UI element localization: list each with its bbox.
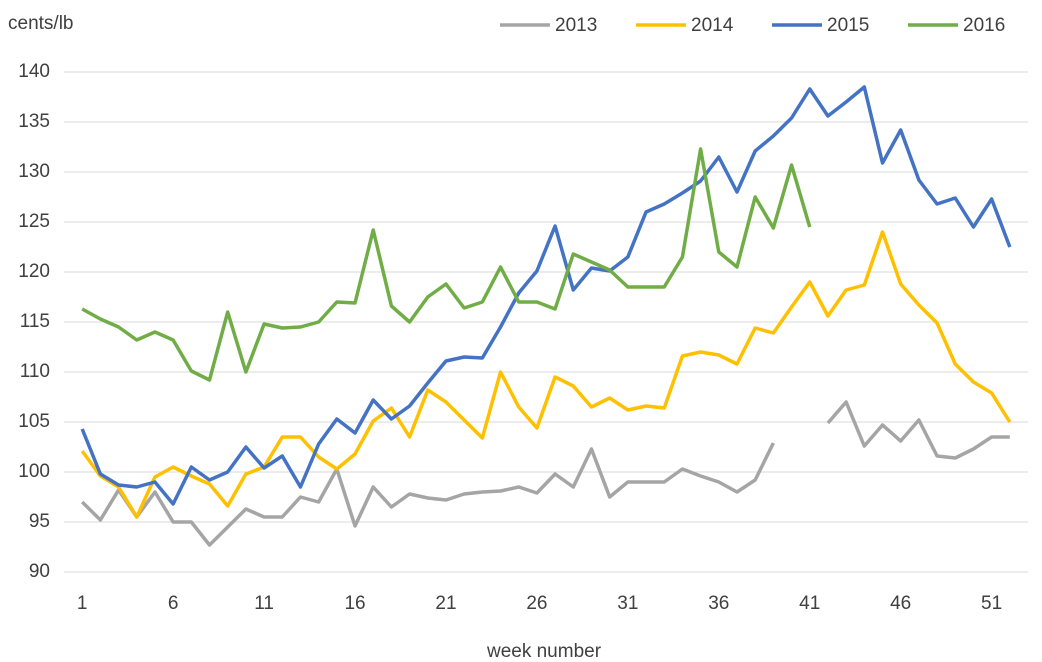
y-tick-label: 140 — [18, 61, 50, 82]
legend-label: 2014 — [691, 15, 734, 36]
x-tick-label: 36 — [708, 593, 729, 614]
y-tick-label: 105 — [18, 411, 50, 432]
y-tick-label: 95 — [29, 511, 50, 532]
y-tick-label: 135 — [18, 111, 50, 132]
y-tick-label: 115 — [20, 311, 50, 332]
y-tick-label: 110 — [20, 361, 50, 382]
legend-label: 2016 — [963, 15, 1005, 36]
x-tick-label: 51 — [981, 593, 1002, 614]
y-tick-label: 90 — [29, 561, 50, 582]
x-tick-label: 26 — [526, 593, 547, 614]
x-tick-label: 11 — [254, 593, 274, 614]
series-line — [80, 85, 1012, 506]
legend-label: 2015 — [827, 15, 869, 36]
legend-label: 2013 — [555, 15, 597, 36]
x-tick-label: 31 — [617, 593, 638, 614]
y-tick-label: 125 — [18, 211, 50, 232]
x-tick-label: 16 — [344, 593, 365, 614]
x-tick-label: 41 — [799, 593, 820, 614]
x-tick-label: 21 — [435, 593, 456, 614]
series-line — [80, 230, 1012, 519]
x-axis-label: week number — [486, 641, 602, 662]
x-tick-label: 1 — [77, 593, 88, 614]
y-tick-label: 100 — [18, 461, 50, 482]
y-tick-label: 120 — [18, 261, 50, 282]
y-tick-label: 130 — [18, 161, 50, 182]
x-tick-label: 46 — [890, 593, 911, 614]
series-line — [81, 147, 812, 382]
x-tick-label: 6 — [168, 593, 179, 614]
y-axis-label: cents/lb — [8, 13, 73, 34]
series-line — [80, 400, 1010, 547]
